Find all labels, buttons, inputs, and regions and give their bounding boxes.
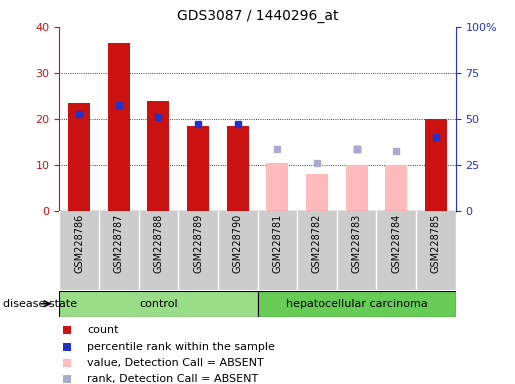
Text: rank, Detection Call = ABSENT: rank, Detection Call = ABSENT [87,374,258,384]
Title: GDS3087 / 1440296_at: GDS3087 / 1440296_at [177,9,338,23]
Bar [147,101,169,211]
Bar [59,291,258,317]
Text: GSM228781: GSM228781 [272,214,282,273]
Bar [266,163,288,211]
Text: GSM228786: GSM228786 [74,214,84,273]
Text: GSM228784: GSM228784 [391,214,401,273]
Text: GSM228785: GSM228785 [431,214,441,273]
Bar [187,126,209,211]
Bar [258,291,456,317]
Bar [227,126,249,211]
Text: GSM228782: GSM228782 [312,214,322,273]
Text: control: control [139,299,178,309]
Text: count: count [87,326,118,336]
Text: hepatocellular carcinoma: hepatocellular carcinoma [286,299,427,309]
Text: percentile rank within the sample: percentile rank within the sample [87,342,275,352]
Text: value, Detection Call = ABSENT: value, Detection Call = ABSENT [87,358,264,368]
Bar [108,43,130,211]
Text: GSM228790: GSM228790 [233,214,243,273]
Bar [425,119,447,211]
Bar [346,165,368,211]
Text: GSM228783: GSM228783 [352,214,362,273]
Text: GSM228789: GSM228789 [193,214,203,273]
Bar [306,174,328,211]
Text: disease state: disease state [3,299,77,309]
Bar [385,165,407,211]
Text: GSM228788: GSM228788 [153,214,163,273]
Bar [68,103,90,211]
Text: GSM228787: GSM228787 [114,214,124,273]
